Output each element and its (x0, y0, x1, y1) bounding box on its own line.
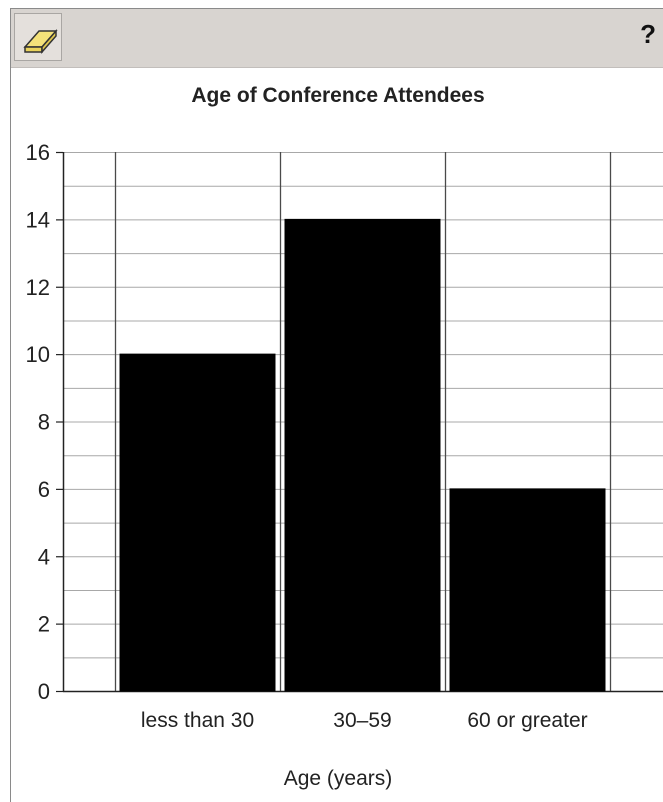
y-tick-label: 10 (26, 342, 50, 367)
y-tick-label: 8 (38, 410, 50, 435)
y-tick-label: 6 (38, 477, 50, 502)
eraser-button[interactable] (14, 13, 62, 61)
x-tick-label: 60 or greater (467, 709, 587, 732)
y-tick-label: 12 (26, 275, 50, 300)
chart-title: Age of Conference Attendees (191, 84, 484, 107)
y-tick-label: 4 (38, 544, 50, 569)
y-tick-label: 14 (26, 207, 50, 232)
bar[interactable] (449, 488, 606, 692)
help-button[interactable]: ? (640, 19, 656, 49)
y-tick-label: 0 (38, 679, 50, 704)
toolbar: ? (11, 9, 663, 68)
x-tick-label: 30–59 (333, 709, 391, 732)
bar[interactable] (284, 218, 441, 692)
bar[interactable] (119, 353, 276, 692)
x-tick-label: less than 30 (141, 709, 254, 732)
y-tick-label: 16 (26, 140, 50, 165)
y-tick-label: 2 (38, 612, 50, 637)
x-axis-label: Age (years) (284, 767, 393, 790)
eraser-icon (23, 29, 58, 54)
